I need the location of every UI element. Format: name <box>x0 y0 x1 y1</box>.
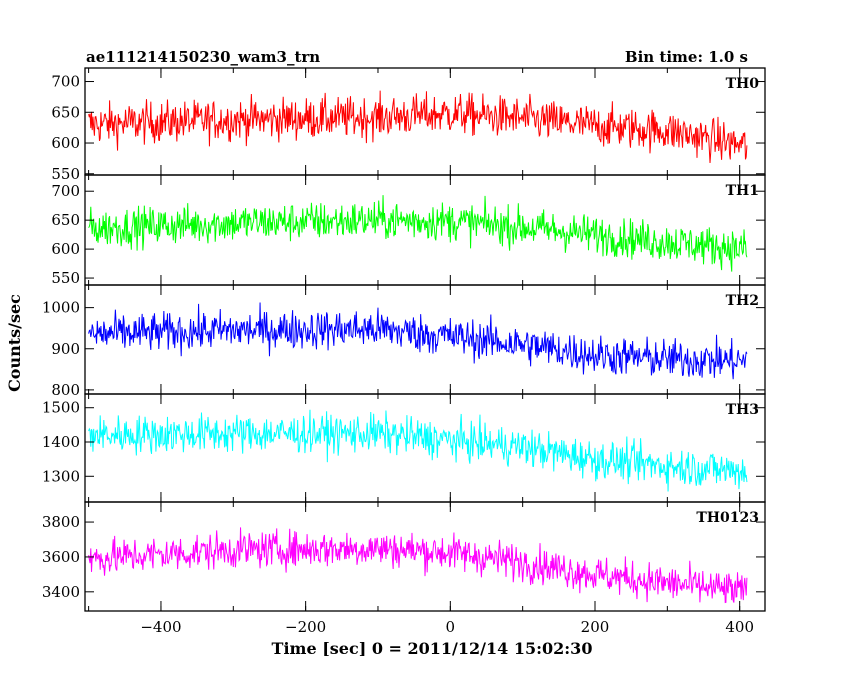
panel-label: TH3 <box>726 402 759 418</box>
y-tick-label: 3400 <box>42 583 80 601</box>
x-tick-label: 400 <box>725 618 754 636</box>
x-tick-label: −400 <box>140 618 181 636</box>
panels-group: 550 600 650 700 TH0 550 600 650 700 TH1 800 900 1000… <box>42 67 766 612</box>
y-tick-label: 3800 <box>42 513 80 531</box>
x-axis-label: Time [sec] 0 = 2011/12/14 15:02:30 <box>272 639 593 658</box>
y-tick-label: 700 <box>51 182 80 200</box>
panel-frame <box>84 67 766 176</box>
bin-time-label: Bin time: 1.0 s <box>625 48 748 66</box>
y-tick-label: 550 <box>51 269 80 287</box>
series-line-th3 <box>88 409 748 492</box>
y-tick-label: 1000 <box>42 299 80 317</box>
y-tick-label: 600 <box>51 134 80 152</box>
y-tick-label: 1300 <box>42 467 80 485</box>
series-line-th1 <box>88 195 748 272</box>
x-tick-label: −200 <box>285 618 326 636</box>
panel-label: TH1 <box>726 183 759 199</box>
panel-th3: 1300 1400 1500 TH3 <box>42 393 766 503</box>
panel-label: TH0 <box>726 76 760 92</box>
panel-th2: 800 900 1000 TH2 <box>42 284 766 399</box>
y-axis-label: Counts/sec <box>5 294 24 392</box>
panel-label: TH2 <box>726 293 759 309</box>
series-line-th0 <box>88 90 748 163</box>
y-tick-label: 900 <box>51 340 80 358</box>
chart-title: ae111214150230_wam3_trn <box>86 48 320 66</box>
y-tick-label: 1500 <box>42 399 80 417</box>
panel-frame <box>84 393 766 503</box>
x-axis: −400 −200 0 200 400 <box>88 68 754 636</box>
y-tick-label: 3600 <box>42 548 80 566</box>
panel-th0: 550 600 650 700 TH0 <box>51 67 766 183</box>
y-tick-label: 650 <box>51 103 80 121</box>
series-line-th0123 <box>88 527 748 604</box>
panel-label: TH0123 <box>696 510 759 526</box>
series-line-th2 <box>88 302 748 380</box>
y-tick-label: 1400 <box>42 433 80 451</box>
y-tick-label: 650 <box>51 211 80 229</box>
y-tick-label: 600 <box>51 240 80 258</box>
y-tick-label: 700 <box>51 73 80 91</box>
x-tick-label: 200 <box>581 618 610 636</box>
y-tick-label: 800 <box>51 381 80 399</box>
panel-th1: 550 600 650 700 TH1 <box>51 174 766 287</box>
y-tick-label: 550 <box>51 165 80 183</box>
x-tick-label: 0 <box>446 618 456 636</box>
panel-th0123: 3400 3600 3800 TH0123 <box>42 501 766 612</box>
